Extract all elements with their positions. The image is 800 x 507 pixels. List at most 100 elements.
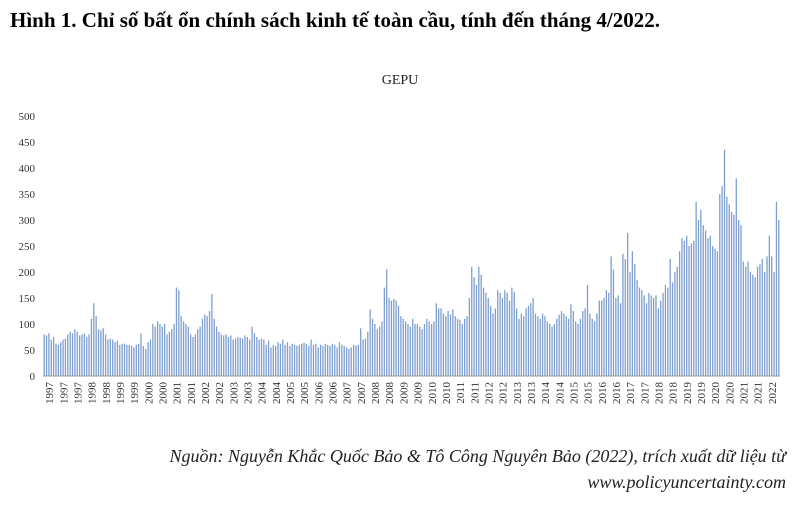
bar (348, 348, 350, 376)
bar (508, 300, 511, 376)
bar (194, 334, 197, 376)
x-tick-label: 2021 (739, 382, 751, 404)
bar (756, 266, 759, 376)
bar (128, 344, 130, 376)
bar (657, 308, 659, 376)
bar (121, 343, 123, 376)
bar (223, 335, 225, 376)
bar (603, 298, 605, 376)
bar (55, 343, 57, 376)
bar (650, 295, 652, 376)
bar (52, 337, 55, 376)
y-tick-label: 300 (19, 215, 36, 227)
bar (482, 287, 485, 376)
bar (454, 316, 456, 376)
bar (282, 339, 284, 376)
bar (525, 308, 527, 376)
bar (695, 201, 697, 376)
x-axis-ticks: 1997 1997 1997 1998 1998 1999 1999 2000 2000 2001… (44, 382, 779, 405)
bar (114, 342, 116, 376)
bar (376, 329, 378, 376)
bar (374, 324, 376, 376)
x-tick-label: 2016 (597, 382, 609, 405)
x-tick-label: 2017 (625, 382, 637, 405)
bar (738, 220, 740, 376)
bar (218, 331, 220, 376)
bar (511, 287, 513, 376)
x-tick-label: 2006 (313, 382, 325, 405)
bar (45, 335, 48, 376)
bar (768, 235, 771, 376)
bar (563, 313, 565, 376)
bar (192, 337, 194, 376)
bar (412, 318, 414, 376)
bar (234, 338, 237, 376)
figure-title: Hình 1. Chỉ số bất ổn chính sách kinh tế… (10, 8, 661, 32)
bar (565, 316, 567, 376)
bar (331, 343, 334, 376)
bar (471, 266, 473, 376)
bar (707, 238, 709, 376)
bar (180, 316, 182, 376)
bar (615, 298, 617, 376)
source-note: Nguồn: Nguyễn Khắc Quốc Bảo & Tô Công Ng… (169, 443, 786, 495)
x-tick-label: 2018 (668, 382, 680, 405)
x-tick-label: 2013 (526, 382, 538, 405)
bar (329, 345, 331, 376)
bar (747, 261, 749, 376)
bar (730, 212, 733, 376)
bar (634, 264, 636, 376)
bar (674, 272, 676, 376)
bar (149, 339, 152, 376)
bar (433, 321, 435, 376)
bar (201, 318, 204, 376)
bar (712, 246, 714, 376)
x-tick-label: 2012 (498, 382, 510, 404)
bar (553, 324, 556, 376)
bar (145, 348, 147, 376)
bar (154, 326, 156, 376)
bar (126, 344, 128, 376)
bar (591, 318, 593, 376)
bar (459, 319, 461, 376)
bar (671, 282, 674, 376)
bar (397, 305, 400, 376)
bar (506, 292, 508, 376)
bar (567, 318, 570, 376)
bar (475, 285, 478, 376)
bar (612, 269, 615, 376)
bar (164, 324, 166, 376)
y-tick-label: 200 (19, 267, 36, 279)
bar (447, 311, 449, 376)
bar (678, 251, 681, 376)
bar (719, 194, 721, 376)
bar (74, 329, 76, 376)
bar (419, 326, 421, 376)
bar (421, 329, 423, 376)
bar (244, 335, 246, 376)
bar (442, 313, 445, 376)
x-tick-label: 2003 (243, 382, 255, 405)
bar (187, 326, 189, 376)
bar (643, 295, 645, 376)
x-tick-label: 1998 (87, 382, 99, 405)
x-tick-label: 2021 (753, 382, 765, 404)
bar (369, 309, 371, 376)
bar (215, 326, 218, 376)
bar (199, 326, 201, 376)
bar (631, 251, 634, 376)
x-tick-label: 1997 (44, 382, 56, 405)
bar (152, 324, 154, 376)
bar (461, 324, 463, 376)
bar (57, 344, 59, 376)
bar (534, 313, 537, 376)
y-tick-label: 100 (19, 319, 36, 331)
y-tick-label: 0 (30, 371, 36, 383)
x-tick-label: 2015 (583, 382, 595, 405)
bar (716, 251, 719, 376)
bar (138, 343, 140, 376)
bar (652, 298, 655, 376)
bar (67, 334, 69, 376)
bar (100, 330, 102, 376)
bar (345, 347, 348, 376)
